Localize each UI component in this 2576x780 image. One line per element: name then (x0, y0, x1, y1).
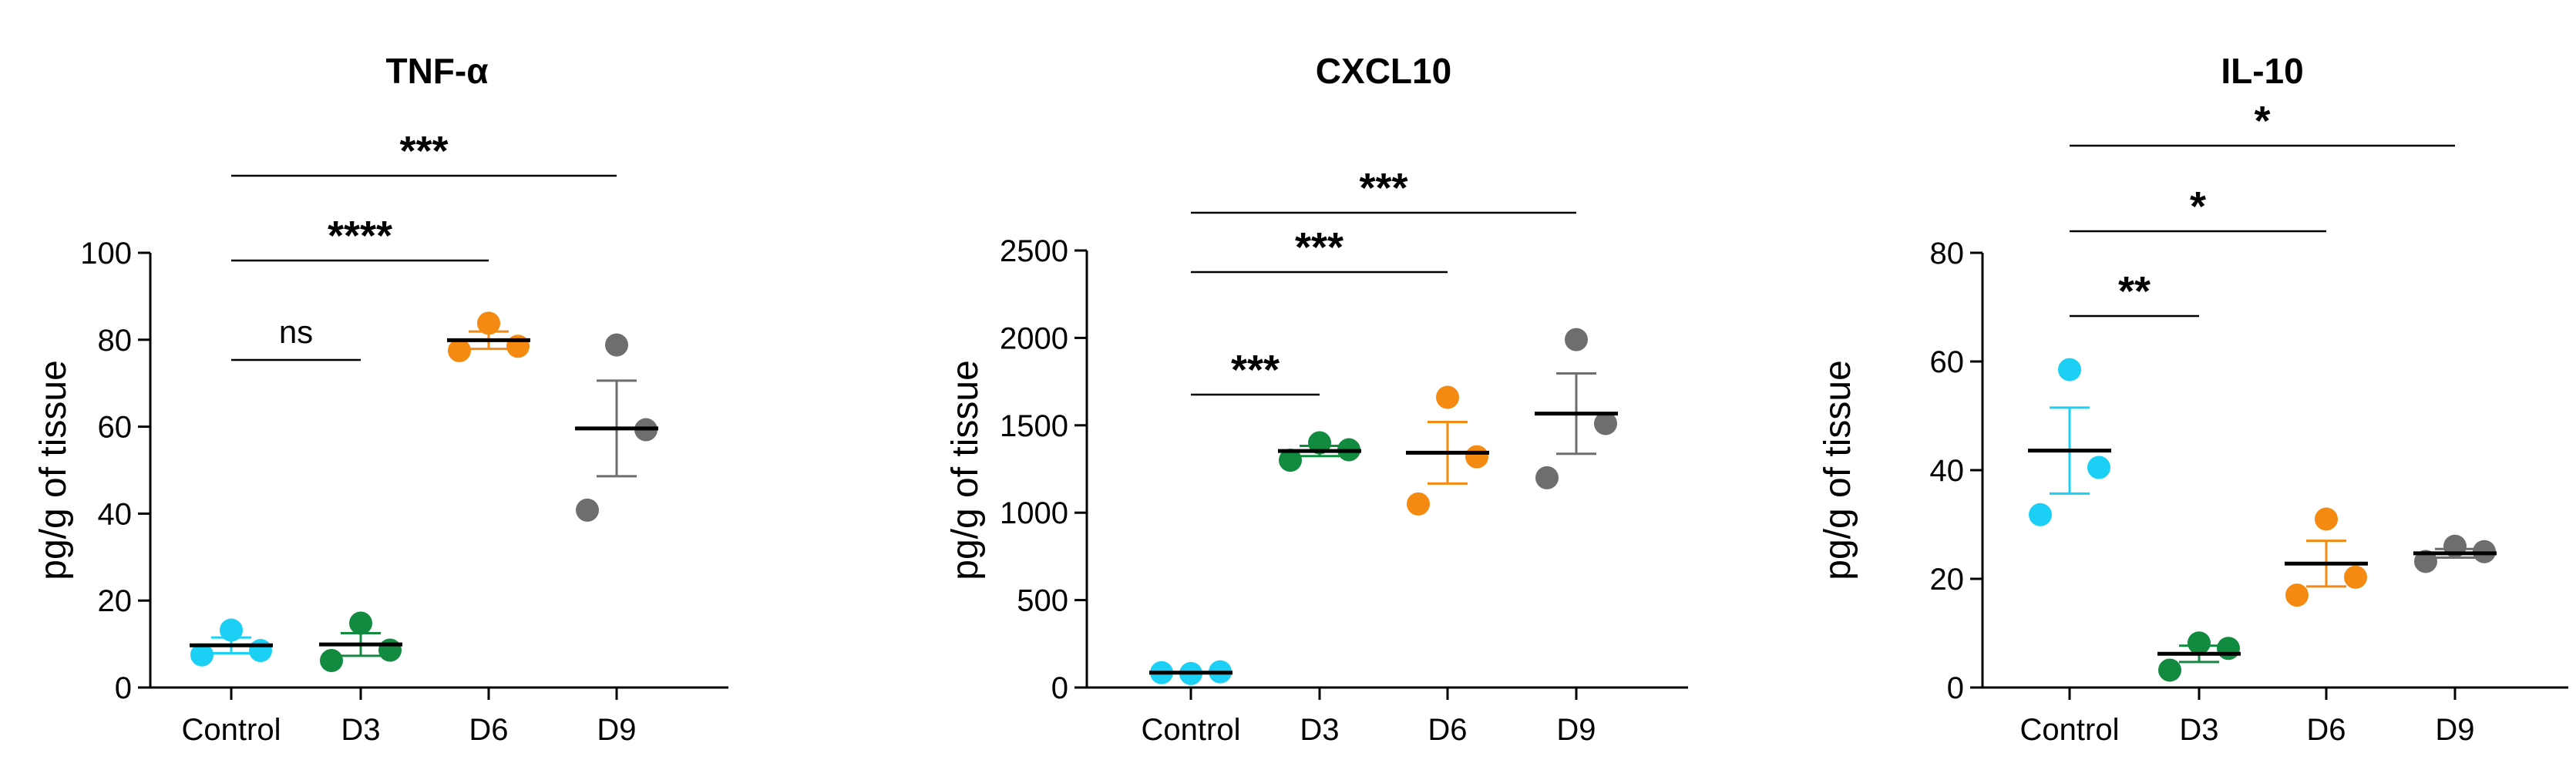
y-axis-label: pg/g of tissue (945, 360, 986, 580)
y-tick-label: 40 (1930, 454, 1965, 488)
y-tick-label: 80 (98, 324, 133, 358)
x-tick-label: Control (182, 713, 281, 747)
data-point-d3 (378, 638, 402, 662)
data-point-d3 (2158, 658, 2181, 682)
data-point-d9 (1565, 328, 1588, 351)
y-tick-label: 0 (1051, 671, 1068, 705)
data-point-control (2087, 456, 2110, 479)
significance-label: **** (328, 213, 392, 259)
data-point-d6 (1407, 492, 1430, 516)
data-point-control (249, 639, 272, 663)
data-point-d3 (349, 611, 372, 635)
data-point-d6 (506, 335, 530, 358)
x-tick-label: D9 (597, 713, 636, 747)
y-tick-label: 20 (1930, 563, 1965, 597)
chart-title: TNF-α (385, 51, 488, 91)
y-tick-label: 2000 (1000, 321, 1068, 355)
data-point-d6 (2285, 583, 2309, 607)
chart-title: CXCL10 (1316, 51, 1451, 91)
data-point-d9 (605, 333, 628, 357)
data-point-d6 (1465, 445, 1488, 469)
x-tick-label: D3 (1300, 713, 1339, 747)
chart-panel-1: TNF-α pg/g of tissue 0 20 40 60 80 100 Control D3… (33, 51, 728, 747)
data-point-d9 (576, 498, 599, 522)
x-tick-label: D3 (2179, 713, 2218, 747)
y-tick-label: 80 (1930, 237, 1965, 271)
significance-label: *** (399, 128, 448, 174)
data-point-d6 (2315, 507, 2338, 531)
significance-label: *** (1359, 165, 1407, 211)
significance-label: * (2190, 183, 2206, 230)
y-tick-label: 0 (1947, 671, 1964, 705)
data-point-d3 (1308, 431, 1331, 455)
y-tick-label: 1500 (1000, 409, 1068, 443)
significance-label: ns (279, 314, 313, 350)
data-point-d9 (2414, 550, 2437, 573)
y-tick-label: 20 (98, 584, 133, 618)
chart-panel-3: IL-10 pg/g of tissue 0 20 40 60 80 Control D3 D6 D… (1818, 51, 2568, 747)
y-tick-label: 40 (98, 497, 133, 531)
x-tick-label: Control (1142, 713, 1241, 747)
data-point-control (190, 643, 214, 667)
x-tick-label: D3 (341, 713, 380, 747)
data-point-control (2058, 358, 2081, 382)
significance-label: *** (1231, 347, 1280, 393)
y-tick-label: 500 (1017, 584, 1068, 618)
y-tick-label: 60 (1930, 345, 1965, 379)
chart-panel-2: CXCL10 pg/g of tissue 0 500 1000 1500 2000 2500… (945, 51, 1688, 747)
significance-label: * (2254, 98, 2270, 144)
x-tick-label: D9 (2435, 713, 2474, 747)
y-tick-label: 100 (80, 237, 132, 271)
data-point-d6 (2344, 565, 2367, 589)
chart-title: IL-10 (2221, 51, 2303, 91)
data-point-control (2029, 503, 2052, 526)
y-tick-label: 2500 (1000, 234, 1068, 268)
x-tick-label: D6 (469, 713, 508, 747)
x-tick-label: Control (2020, 713, 2120, 747)
data-point-d9 (1535, 466, 1559, 489)
data-point-d3 (1279, 449, 1302, 472)
y-tick-label: 1000 (1000, 496, 1068, 530)
data-point-d6 (448, 338, 471, 362)
x-tick-label: D6 (1428, 713, 1467, 747)
data-point-d3 (320, 649, 343, 673)
data-point-control (220, 618, 243, 642)
data-point-d6 (477, 311, 500, 335)
data-point-d3 (2188, 631, 2211, 655)
x-tick-label: D9 (1556, 713, 1596, 747)
y-axis-label: pg/g of tissue (1818, 360, 1858, 580)
y-tick-label: 60 (98, 411, 133, 445)
x-tick-label: D6 (2306, 713, 2346, 747)
significance-label: ** (2118, 268, 2151, 314)
data-point-d6 (1436, 385, 1459, 409)
y-axis-label: pg/g of tissue (33, 360, 74, 580)
data-point-d3 (2217, 637, 2240, 661)
data-point-d9 (1594, 412, 1617, 435)
y-tick-label: 0 (115, 671, 132, 705)
significance-label: *** (1295, 224, 1343, 271)
